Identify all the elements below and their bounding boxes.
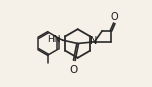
- Text: O: O: [69, 65, 78, 75]
- Text: N: N: [90, 36, 98, 46]
- Text: HN: HN: [47, 35, 61, 44]
- Text: O: O: [111, 12, 119, 22]
